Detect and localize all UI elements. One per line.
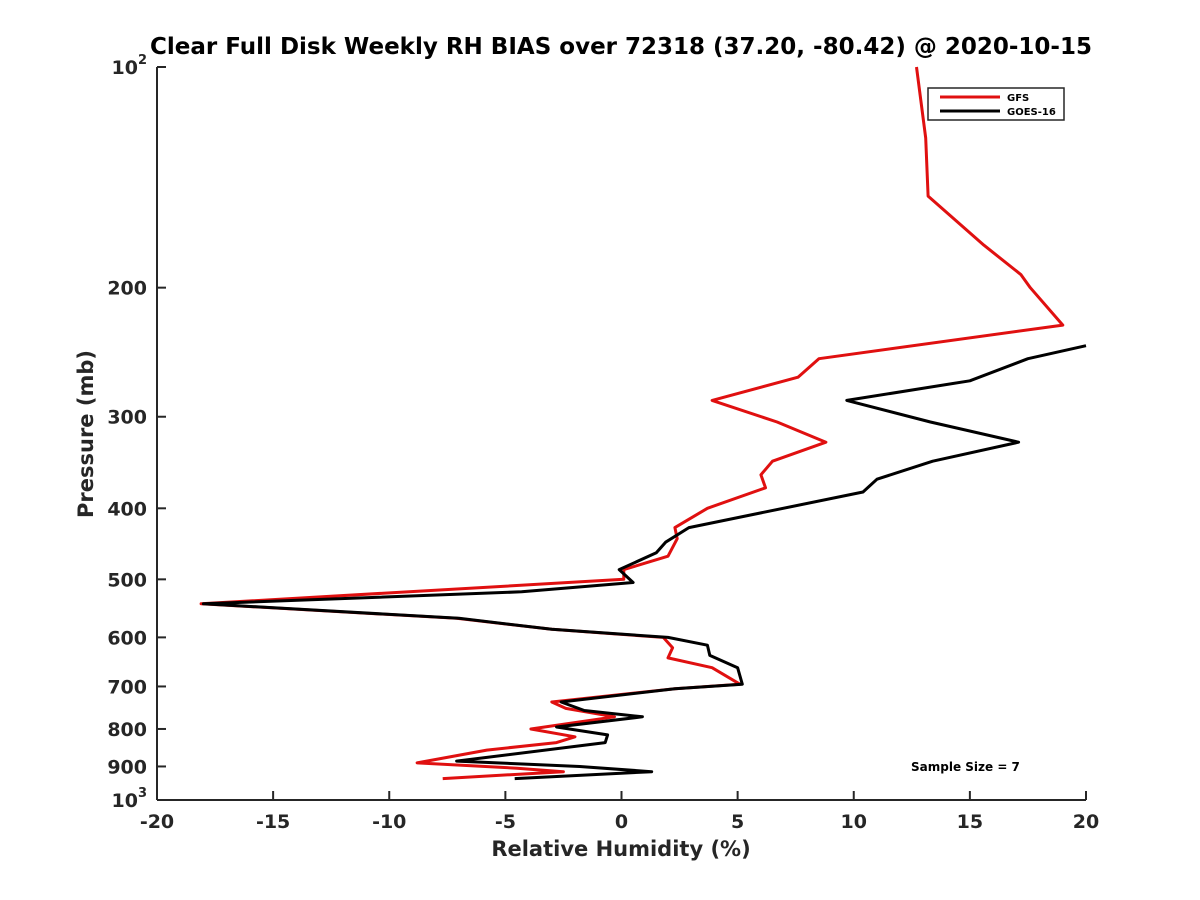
sample-size-annotation: Sample Size = 7 — [911, 760, 1020, 774]
plot-area: -20 -15 -10 -5 0 5 10 15 20 10220030040050060070… — [107, 53, 1099, 833]
y-tick-base: 500 — [107, 569, 147, 591]
y-tick-base: 200 — [107, 278, 147, 300]
y-tick-label: 300 — [107, 407, 147, 429]
series-layer — [199, 66, 1087, 781]
x-tick-label: 10 — [841, 811, 867, 833]
y-tick-label: 900 — [107, 756, 147, 778]
y-tick-base: 900 — [107, 756, 147, 778]
x-axis-ticks: -20 -15 -10 -5 0 5 10 15 20 — [140, 791, 1099, 833]
y-tick-label: 700 — [107, 676, 147, 698]
x-axis-label: Relative Humidity (%) — [491, 837, 750, 861]
y-tick-base: 300 — [107, 407, 147, 429]
y-tick-exponent: 3 — [138, 786, 147, 801]
y-tick-base: 600 — [107, 627, 147, 649]
x-tick-label: 15 — [957, 811, 983, 833]
y-tick-base: 400 — [107, 498, 147, 520]
x-tick-label: 5 — [731, 811, 744, 833]
legend-label-gfs: GFS — [1007, 93, 1029, 104]
y-tick-label: 102 — [112, 53, 148, 79]
series-line-goes16 — [201, 344, 1087, 781]
y-tick-label: 400 — [107, 498, 147, 520]
y-tick-label: 200 — [107, 278, 147, 300]
legend: GFS GOES-16 — [927, 87, 1065, 121]
chart-title: Clear Full Disk Weekly RH BIAS over 7231… — [150, 34, 1092, 60]
y-tick-label: 600 — [107, 627, 147, 649]
series-line-gfs — [199, 66, 1065, 781]
legend-box — [927, 87, 1065, 121]
y-tick-base: 10 — [112, 790, 138, 812]
y-tick-exponent: 2 — [138, 53, 147, 68]
y-tick-base: 700 — [107, 676, 147, 698]
x-tick-label: -10 — [372, 811, 406, 833]
x-tick-label: -20 — [140, 811, 174, 833]
y-tick-label: 800 — [107, 719, 147, 741]
y-tick-base: 800 — [107, 719, 147, 741]
y-tick-label: 103 — [112, 786, 148, 812]
y-tick-label: 500 — [107, 569, 147, 591]
y-axis-label: Pressure (mb) — [74, 350, 98, 518]
x-tick-label: -5 — [495, 811, 516, 833]
y-tick-base: 10 — [112, 57, 138, 79]
x-tick-label: 20 — [1073, 811, 1099, 833]
x-tick-label: 0 — [615, 811, 628, 833]
legend-label-goes16: GOES-16 — [1007, 107, 1056, 118]
x-tick-label: -15 — [256, 811, 290, 833]
